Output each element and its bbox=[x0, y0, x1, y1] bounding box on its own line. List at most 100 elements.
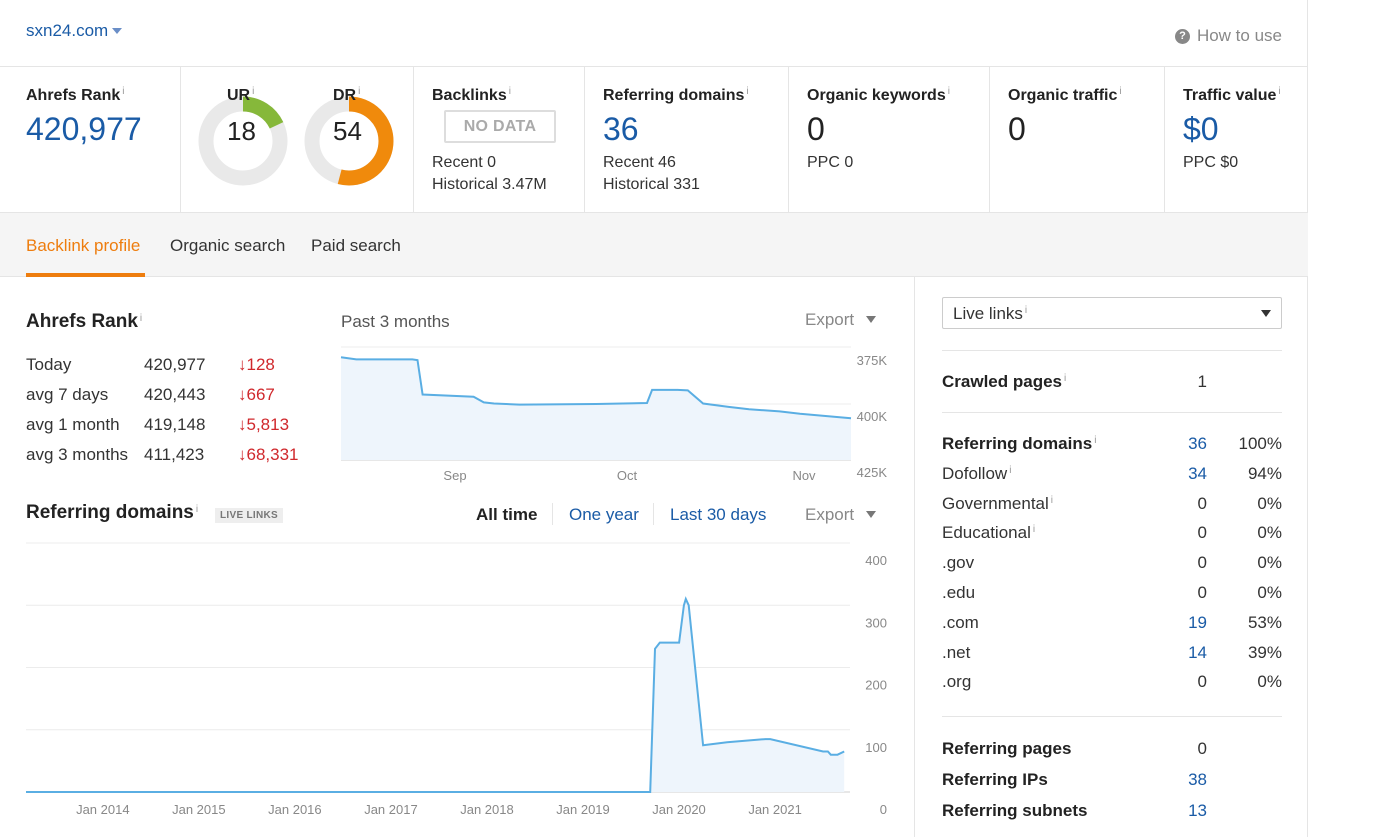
select-value: Live links bbox=[953, 304, 1023, 323]
referring-stat-row: Referring subnets 13 bbox=[942, 801, 1282, 825]
rank-row-delta: ↓128 bbox=[238, 355, 275, 374]
top-bar: sxn24.com ? How to use bbox=[0, 0, 1308, 67]
ur-gauge-ring bbox=[198, 96, 288, 186]
domain-selector[interactable]: sxn24.com bbox=[26, 21, 123, 41]
range-one-year[interactable]: One year bbox=[569, 505, 639, 524]
domain-stat-row: .org 0 0% bbox=[942, 672, 1282, 696]
domain-stat-row: Educational i 0 0% bbox=[942, 523, 1282, 547]
tab-backlink-profile[interactable]: Backlink profile bbox=[26, 236, 141, 255]
rank-row: Today 420,977 ↓128 bbox=[26, 355, 326, 377]
domain-stat-value: 0 bbox=[1197, 583, 1207, 602]
domain-stat-value[interactable]: 36 bbox=[1188, 434, 1207, 453]
info-icon[interactable]: i bbox=[1032, 524, 1036, 536]
divider bbox=[942, 412, 1282, 413]
domain-stat-percent: 100% bbox=[1238, 434, 1282, 453]
domain-stat-value[interactable]: 19 bbox=[1188, 612, 1207, 632]
export-button[interactable]: Export bbox=[805, 310, 877, 330]
info-icon[interactable]: i bbox=[1024, 305, 1028, 316]
domain-stat-label: .org bbox=[942, 672, 972, 692]
referring-stat-value[interactable]: 13 bbox=[1188, 801, 1207, 820]
caret-down-icon bbox=[1261, 310, 1271, 317]
referring-stat-value[interactable]: 38 bbox=[1188, 770, 1207, 789]
domain-stat-percent: 0% bbox=[1257, 493, 1282, 513]
metric-label: Referring domains bbox=[603, 87, 745, 104]
info-icon[interactable]: i bbox=[252, 86, 255, 97]
domain-stat-row: Dofollow i 34 94% bbox=[942, 464, 1282, 488]
caret-down-icon bbox=[866, 511, 877, 518]
referring-stat-label: Referring IPs bbox=[942, 770, 1048, 789]
domain-stat-percent: 53% bbox=[1247, 612, 1282, 632]
domain-stat-percent: 94% bbox=[1247, 463, 1282, 483]
y-tick-label: 0 bbox=[880, 802, 887, 817]
tab-organic-search[interactable]: Organic search bbox=[170, 236, 286, 255]
tab-paid-search[interactable]: Paid search bbox=[311, 236, 401, 255]
y-tick-label: 400 bbox=[865, 553, 887, 568]
rank-row-label: avg 3 months bbox=[26, 445, 129, 464]
domain-stat-row: Referring domains i 36 100% bbox=[942, 434, 1282, 458]
x-tick-label: Jan 2021 bbox=[748, 802, 802, 817]
ahrefs-rank-title: Ahrefs Rank bbox=[26, 311, 138, 332]
info-icon[interactable]: i bbox=[139, 313, 143, 324]
metric-backlinks: Backlinks i NO DATA Recent 0 Historical 3… bbox=[414, 67, 585, 213]
how-to-use-link[interactable]: ? How to use bbox=[1174, 26, 1282, 46]
metric-traffic-value: Traffic value i $0 PPC $0 bbox=[1165, 67, 1308, 213]
rank-row: avg 3 months 411,423 ↓68,331 bbox=[26, 445, 326, 467]
range-divider bbox=[552, 503, 553, 525]
organic-traffic-value: 0 bbox=[1008, 111, 1026, 147]
info-icon[interactable]: i bbox=[1009, 464, 1012, 476]
referring-stat-row: Referring IPs 38 bbox=[942, 770, 1282, 794]
ahrefs-rank-value[interactable]: 420,977 bbox=[26, 111, 142, 147]
traffic-value-value[interactable]: $0 bbox=[1183, 111, 1219, 147]
divider bbox=[942, 716, 1282, 717]
x-tick-label: Jan 2014 bbox=[76, 802, 130, 817]
domain-label: sxn24.com bbox=[26, 21, 109, 40]
active-tab-indicator bbox=[26, 273, 145, 277]
info-icon[interactable]: i bbox=[195, 504, 199, 515]
info-icon[interactable]: i bbox=[947, 86, 950, 97]
rank-series-line bbox=[340, 356, 852, 420]
metric-label: Ahrefs Rank bbox=[26, 87, 121, 104]
export-button[interactable]: Export bbox=[805, 505, 877, 525]
backlinks-historical: Historical 3.47M bbox=[432, 176, 547, 193]
domain-stat-value[interactable]: 14 bbox=[1188, 642, 1207, 662]
info-icon[interactable]: i bbox=[746, 86, 749, 97]
no-data-badge: NO DATA bbox=[444, 110, 556, 143]
ur-label: UR bbox=[227, 87, 251, 104]
range-all-time[interactable]: All time bbox=[476, 505, 538, 524]
y-tick-label: 375K bbox=[857, 353, 888, 368]
y-tick-label: 100 bbox=[865, 740, 887, 755]
domain-stat-label: .gov bbox=[942, 553, 975, 573]
info-icon[interactable]: i bbox=[1278, 86, 1281, 97]
domain-stat-value[interactable]: 34 bbox=[1188, 463, 1207, 483]
info-icon[interactable]: i bbox=[1064, 373, 1067, 384]
tab-bar: Backlink profile Organic search Paid sea… bbox=[0, 213, 1308, 277]
rank-row-value: 420,977 bbox=[144, 355, 206, 374]
domain-stat-percent: 0% bbox=[1257, 523, 1282, 543]
metric-organic-keywords: Organic keywords i 0 PPC 0 bbox=[789, 67, 990, 213]
domain-stat-label: .edu bbox=[942, 583, 976, 602]
metric-label: Organic traffic bbox=[1008, 87, 1118, 104]
info-icon[interactable]: i bbox=[508, 86, 511, 97]
domain-stat-label: Educational bbox=[942, 523, 1031, 543]
info-icon[interactable]: i bbox=[1050, 494, 1054, 506]
range-last-30-days[interactable]: Last 30 days bbox=[670, 505, 767, 524]
ahrefs-rank-chart: 375K 400K 425K Sep Oct Nov bbox=[340, 346, 888, 483]
question-icon: ? bbox=[1174, 28, 1190, 44]
rank-row-value: 419,148 bbox=[144, 415, 206, 434]
ur-gauge bbox=[197, 95, 289, 187]
backlinks-recent: Recent 0 bbox=[432, 154, 497, 171]
period-label: Past 3 months bbox=[341, 312, 450, 331]
metrics-bar: Ahrefs Rank i 420,977 UR i 18 54 DR i Backl… bbox=[0, 67, 1308, 213]
domain-stat-label: Referring domains bbox=[942, 434, 1093, 453]
metric-organic-traffic: Organic traffic i 0 bbox=[990, 67, 1165, 213]
metric-ur-dr: UR i 18 54 DR i bbox=[181, 67, 414, 213]
referring-domains-value[interactable]: 36 bbox=[603, 111, 639, 147]
live-links-select[interactable]: Live links i bbox=[942, 297, 1282, 329]
info-icon[interactable]: i bbox=[358, 86, 361, 97]
export-label: Export bbox=[805, 505, 855, 524]
info-icon[interactable]: i bbox=[1094, 435, 1097, 446]
info-icon[interactable]: i bbox=[1119, 86, 1122, 97]
info-icon[interactable]: i bbox=[122, 86, 125, 97]
domain-stat-value: 0 bbox=[1197, 493, 1207, 513]
rank-row: avg 7 days 420,443 ↓667 bbox=[26, 385, 326, 407]
